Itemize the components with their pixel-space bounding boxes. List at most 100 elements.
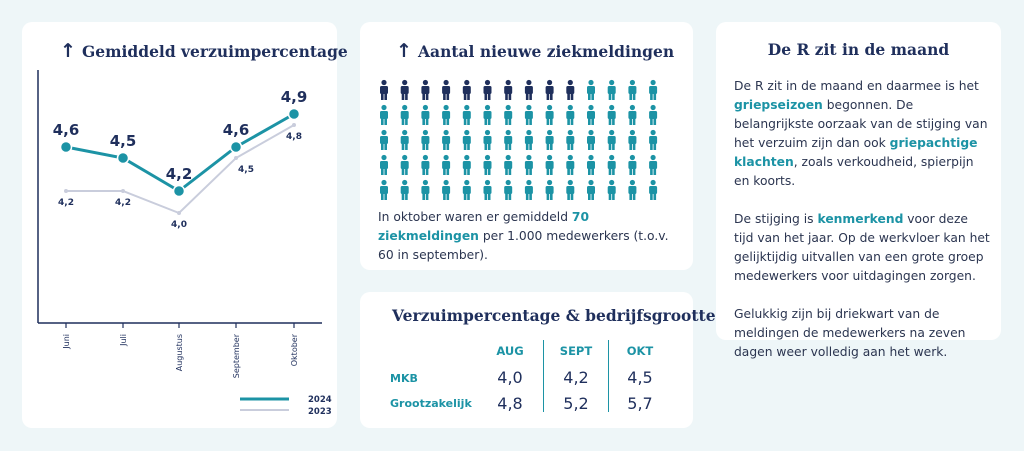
person-icon: [380, 129, 388, 150]
person-icon: [607, 129, 616, 150]
person-icon: [545, 179, 554, 200]
person-icon: [421, 129, 430, 150]
person-icon: [504, 129, 513, 150]
r-panel-title: De R zit in de maand: [767, 40, 950, 59]
person-icon: [380, 104, 388, 125]
table-cell: 4,8: [497, 394, 523, 413]
column-header-sept: SEPT: [559, 344, 593, 358]
person-icon: [628, 154, 637, 175]
arrow-up-icon: ↑: [396, 40, 412, 62]
table-cell: 4,2: [563, 368, 589, 387]
person-icon: [483, 154, 492, 175]
company-size-card: Verzuimpercentage & bedrijfsgrootte AUG …: [360, 292, 716, 428]
person-icon: [524, 129, 533, 150]
sick-reports-text: In oktober waren er gemiddeld 70 ziekmel…: [378, 210, 669, 262]
person-icon: [587, 154, 595, 175]
person-icon: [545, 79, 554, 100]
x-tick-label: September: [232, 333, 241, 378]
person-icon: [566, 129, 575, 150]
table-cell: 4,0: [497, 368, 523, 387]
data-label-2023: 4,2: [58, 198, 74, 208]
person-icon: [607, 179, 616, 200]
person-icon: [380, 179, 388, 200]
person-icon: [649, 79, 658, 100]
person-icon: [566, 104, 575, 125]
person-icon: [380, 154, 388, 175]
data-point-2023: [64, 189, 68, 193]
person-icon: [442, 79, 451, 100]
person-icon: [524, 179, 533, 200]
person-icon: [421, 79, 430, 100]
person-icon: [607, 79, 616, 100]
column-header-aug: AUG: [496, 344, 524, 358]
person-icon: [400, 154, 409, 175]
data-label-2023: 4,5: [238, 165, 254, 175]
person-icon: [649, 104, 658, 125]
column-divider: [608, 340, 609, 412]
table-cell: 5,7: [627, 394, 653, 413]
sick-reports-title-text: Aantal nieuwe ziekmeldingen: [418, 42, 675, 61]
data-point-2023: [121, 189, 125, 193]
person-icon: [566, 154, 575, 175]
x-tick-label: Augustus: [175, 334, 184, 371]
person-icon: [628, 79, 637, 100]
data-label-2023: 4,2: [115, 198, 131, 208]
table-cell: 4,5: [627, 368, 653, 387]
person-icon: [504, 179, 513, 200]
person-icon: [400, 179, 409, 200]
person-icon: [649, 154, 658, 175]
person-icon: [628, 129, 637, 150]
person-icon: [628, 179, 637, 200]
chart-title: ↑ Gemiddeld verzuimpercentage: [60, 40, 348, 62]
data-point-2024: [172, 184, 186, 198]
person-icon: [380, 79, 388, 100]
chart-card: ↑ Gemiddeld verzuimpercentage Juni Juli Aug…: [22, 22, 348, 428]
data-label-2024: 4,6: [223, 121, 250, 139]
person-icon: [566, 79, 575, 100]
row-label-mkb: MKB: [390, 372, 418, 385]
person-icon: [587, 104, 595, 125]
data-label-2024: 4,9: [281, 88, 308, 106]
column-header-okt: OKT: [626, 344, 654, 358]
person-icon: [483, 79, 492, 100]
r-panel-body: De R zit in de maand en daarmee is het g…: [734, 77, 990, 381]
person-icon: [524, 104, 533, 125]
person-icon: [545, 154, 554, 175]
line-chart: Juni Juli Augustus September Oktober 4,2 4,2 4,…: [37, 70, 332, 417]
r-paragraph-2: De stijging is kenmerkend voor deze tijd…: [734, 212, 990, 283]
person-icon: [400, 129, 409, 150]
data-label-2024: 4,6: [53, 121, 80, 139]
r-paragraph-3: Gelukkig zijn bij driekwart van de meldi…: [734, 307, 966, 359]
person-icon: [483, 129, 492, 150]
people-icon-grid: [380, 79, 658, 200]
r-in-month-card: De R zit in de maand De R zit in de maan…: [716, 22, 1001, 359]
person-icon: [504, 154, 513, 175]
x-tick-label: Juni: [62, 334, 71, 350]
person-icon: [483, 104, 492, 125]
person-icon: [462, 79, 471, 100]
person-icon: [628, 104, 637, 125]
person-icon: [607, 104, 616, 125]
data-point-2024: [116, 151, 130, 165]
person-icon: [421, 154, 430, 175]
data-point-2023: [234, 156, 238, 160]
person-icon: [421, 104, 430, 125]
person-icon: [462, 179, 471, 200]
column-divider: [543, 340, 544, 412]
person-icon: [504, 79, 513, 100]
person-icon: [442, 104, 451, 125]
data-point-2023: [177, 211, 181, 215]
data-point-2024: [229, 140, 243, 154]
sick-reports-card: ↑ Aantal nieuwe ziekmeldingen In oktober …: [360, 22, 693, 270]
person-icon: [566, 179, 575, 200]
arrow-up-icon: ↑: [60, 40, 76, 62]
person-icon: [442, 129, 451, 150]
person-icon: [442, 154, 451, 175]
person-icon: [504, 104, 513, 125]
person-icon: [587, 79, 595, 100]
person-icon: [400, 79, 409, 100]
person-icon: [442, 179, 451, 200]
data-label-2023: 4,0: [171, 220, 187, 230]
company-size-title: Verzuimpercentage & bedrijfsgrootte: [392, 306, 716, 325]
data-label-2023: 4,8: [286, 132, 302, 142]
